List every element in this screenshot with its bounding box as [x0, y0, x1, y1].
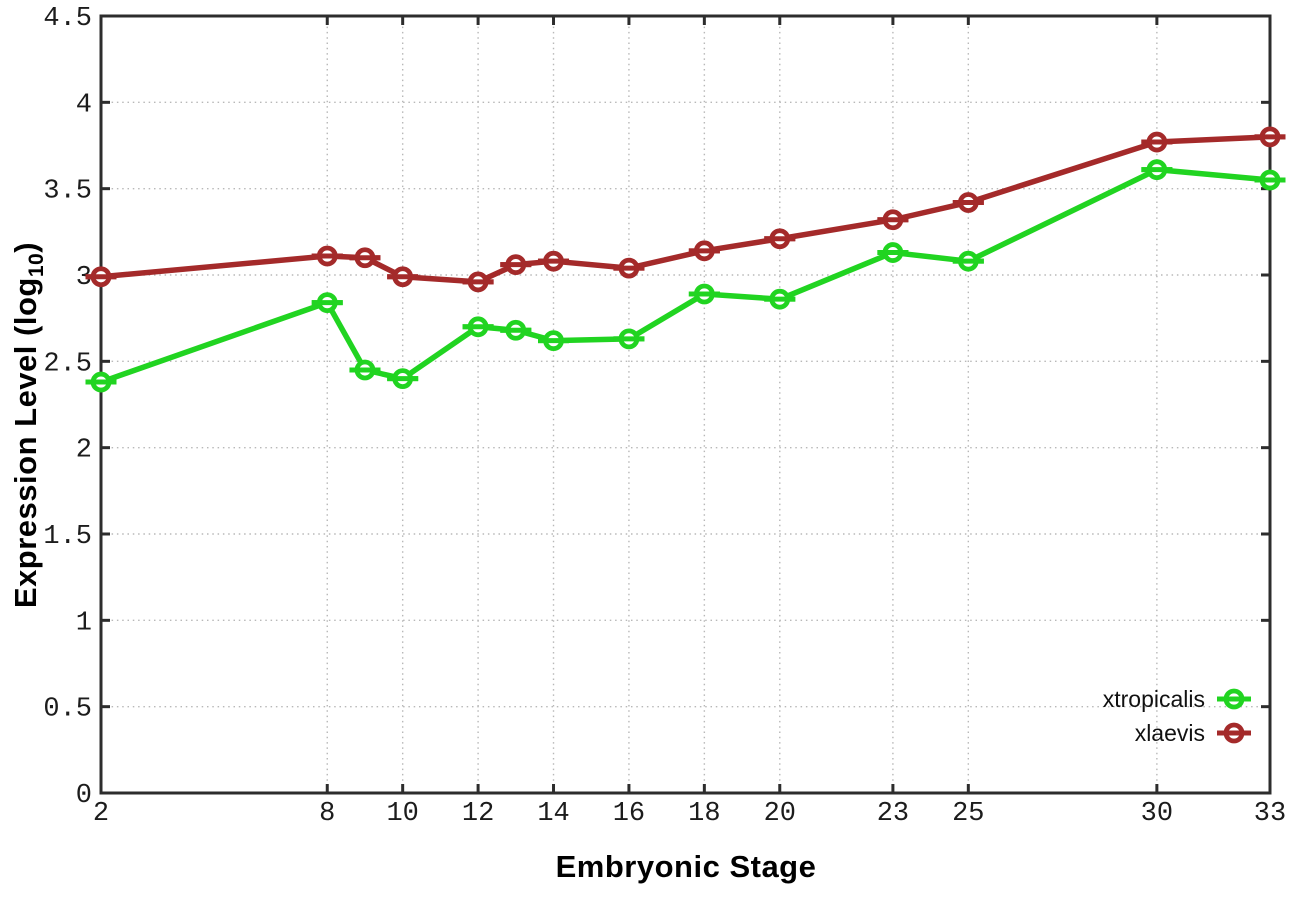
y-axis-label-suffix: ) — [8, 241, 43, 253]
legend-marker-xlaevis — [1217, 722, 1251, 744]
legend-label-xtropicalis: xtropicalis — [1102, 685, 1205, 712]
y-axis-label-subscript: 10 — [25, 252, 49, 278]
x-tick-label: 16 — [613, 799, 645, 829]
x-tick-label: 10 — [386, 799, 418, 829]
x-tick-label: 23 — [877, 799, 909, 829]
legend-item-xlaevis: xlaevis — [1103, 716, 1254, 750]
y-tick-label: 0 — [76, 781, 92, 811]
y-axis-label: Expression Level (log10) — [8, 165, 50, 685]
y-tick-label: 2 — [76, 436, 92, 466]
x-tick-label: 33 — [1254, 799, 1286, 829]
series-xlaevis — [85, 126, 1286, 293]
x-axis-label: Embryonic Stage — [555, 849, 817, 884]
x-tick-label: 18 — [688, 799, 720, 829]
y-tick-label: 3.5 — [43, 177, 92, 207]
y-tick-label: 4.5 — [43, 4, 92, 34]
x-tick-label: 20 — [764, 799, 796, 829]
y-axis-label-prefix: Expression Level (log — [8, 277, 43, 609]
x-tick-label: 30 — [1141, 799, 1173, 829]
x-tick-label: 25 — [952, 799, 984, 829]
x-tick-label: 8 — [319, 799, 335, 829]
x-tick-label: 2 — [93, 799, 109, 829]
y-tick-label: 3 — [76, 263, 92, 293]
legend-marker-xtropicalis — [1217, 688, 1251, 710]
y-tick-label: 1.5 — [43, 522, 92, 552]
legend: xtropicalis xlaevis — [1103, 682, 1254, 750]
y-tick-label: 1 — [76, 608, 92, 638]
x-tick-label: 12 — [462, 799, 494, 829]
legend-item-xtropicalis: xtropicalis — [1103, 682, 1254, 716]
y-tick-label: 0.5 — [43, 695, 92, 725]
y-tick-label: 2.5 — [43, 349, 92, 379]
y-tick-label: 4 — [76, 90, 92, 120]
x-tick-label: 14 — [537, 799, 569, 829]
legend-label-xlaevis: xlaevis — [1134, 719, 1205, 746]
series-xtropicalis — [85, 159, 1286, 393]
